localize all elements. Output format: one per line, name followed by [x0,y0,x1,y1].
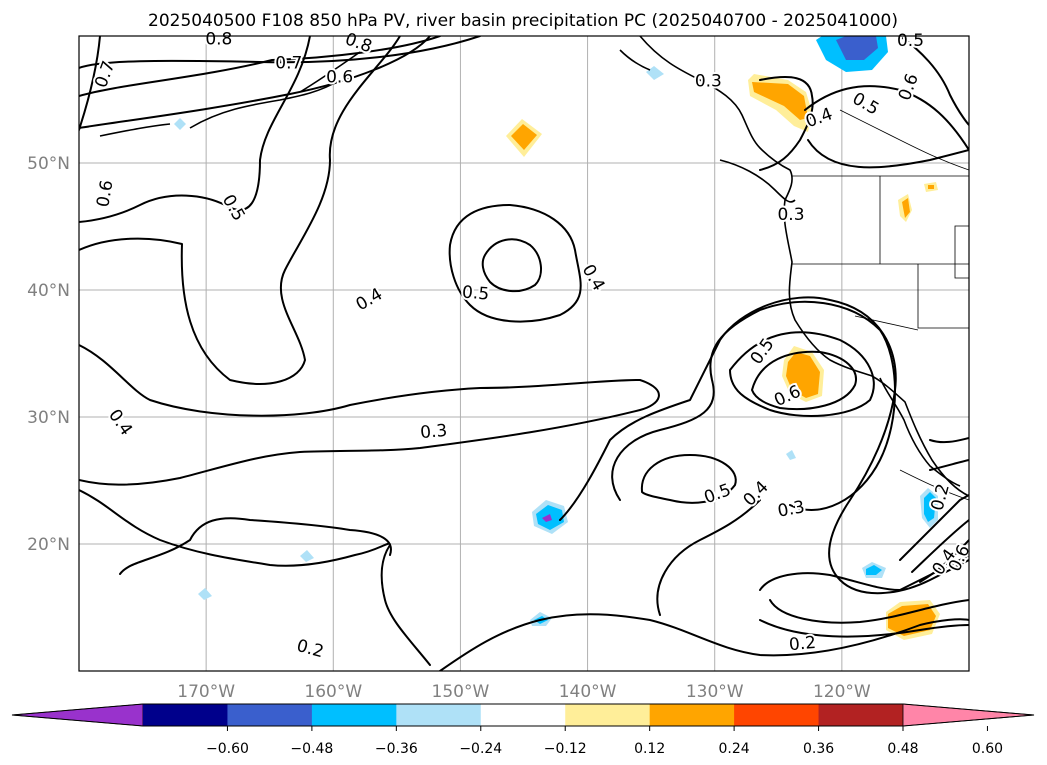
lat-tick-label-3: 20°N [27,535,70,555]
map-title: 2025040500 F108 850 hPa PV, river basin … [148,11,898,31]
colorbar-tick-label-6: 0.24 [719,741,750,757]
latitude-tick-labels: 50°N 40°N 30°N 20°N [27,154,70,555]
colorbar-tick-label-9: 0.60 [972,741,1003,757]
contour-label-12: 0.3 [695,71,722,91]
colorbar-extend-max [902,703,1035,727]
positive-anomaly-bc [748,74,812,132]
contour-label-1: 0.6 [326,68,353,88]
coastlines [99,36,969,497]
colorbar-segment-2 [311,704,397,726]
colorbar-segment-7 [734,704,820,726]
colorbar-tick-label-7: 0.36 [803,741,834,757]
lat-tick-label-2: 30°N [27,408,70,428]
colorbar-tick-labels: −0.60 −0.48 −0.36 −0.24 −0.12 0.12 0.24 0.36 0.4… [206,726,1003,757]
lon-tick-label-4: 130°W [686,682,744,702]
contour-label-22: 0.3 [776,497,806,521]
colorbar-segment-4 [480,704,566,726]
contour-label-2: 0.7 [275,54,302,74]
contour-label-16: 0.5 [897,31,924,51]
negative-anomaly-north [816,36,888,72]
lat-tick-label-1: 40°N [27,281,70,301]
contour-label-26: 0.2 [788,633,817,655]
colorbar-segment-3 [396,704,482,726]
lon-tick-label-3: 140°W [559,682,617,702]
colorbar-segment-8 [818,704,904,726]
map-frame [78,35,970,672]
pv-contours [79,36,969,671]
negative-anomaly-baja [862,488,938,578]
colorbar-outline [11,703,1035,727]
lon-tick-label-2: 150°W [432,682,490,702]
colorbar-tick-label-1: −0.48 [290,741,333,757]
lon-tick-label-5: 120°W [813,682,871,702]
colorbar-tick-label-2: −0.36 [375,741,418,757]
lon-tick-label-1: 160°W [304,682,362,702]
negative-anomaly-small [174,66,796,600]
colorbar-tick-label-5: 0.12 [634,741,665,757]
positive-anomaly-idaho [898,182,938,222]
positive-anomaly-gulf-alaska [506,119,542,157]
colorbar-extend-min [11,703,144,727]
lat-tick-label-0: 50°N [27,154,70,174]
colorbar-segment-6 [649,704,735,726]
colorbar-tick-label-3: −0.24 [459,741,502,757]
colorbar-tick-label-8: 0.48 [887,741,918,757]
positive-anomaly-california-offshore [782,346,824,402]
colorbar [11,703,1035,727]
colorbar-tick-label-4: −0.12 [544,741,587,757]
contour-label-9: 0.5 [461,282,490,304]
contour-label-17: 0.3 [777,205,804,225]
lon-tick-label-0: 170°W [177,682,235,702]
longitude-tick-labels: 170°W 160°W 150°W 140°W 130°W 120°W [177,682,871,702]
colorbar-segment-0 [143,704,228,726]
political-borders [792,109,969,501]
contour-label-3: 0.8 [205,30,232,50]
map-panel: 0.7 0.60.70.8 0.80.6 0.50.40.40.5 0.40.30.30… [78,27,977,672]
colorbar-tick-label-0: −0.60 [206,741,249,757]
contour-label-11: 0.3 [419,421,448,443]
colorbar-segment-5 [565,704,651,726]
colorbar-segment-1 [227,704,313,726]
graticule [79,36,969,671]
